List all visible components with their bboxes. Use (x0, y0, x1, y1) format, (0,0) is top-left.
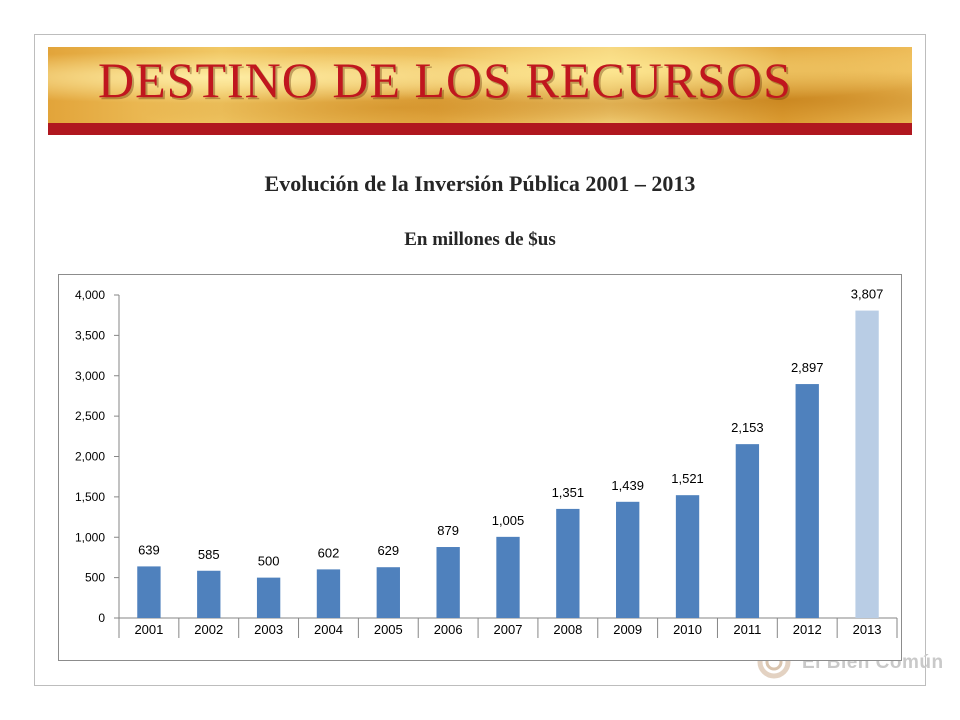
y-tick-label: 1,000 (75, 530, 105, 544)
x-tick-label: 2007 (494, 622, 523, 637)
y-tick-label: 500 (85, 571, 105, 585)
y-tick-label: 2,500 (75, 409, 105, 423)
bar-2007 (496, 536, 520, 618)
data-label-2012: 2,897 (791, 360, 824, 375)
title-banner-bar (48, 123, 912, 135)
data-label-2009: 1,439 (611, 478, 644, 493)
data-label-2003: 500 (258, 554, 280, 569)
x-tick-label: 2013 (853, 622, 882, 637)
x-tick-label: 2001 (134, 622, 163, 637)
x-tick-label: 2011 (733, 622, 761, 637)
x-tick-label: 2005 (374, 622, 403, 637)
title-banner (48, 47, 912, 123)
x-tick-label: 2012 (793, 622, 822, 637)
x-tick-label: 2003 (254, 622, 283, 637)
y-tick-label: 2,000 (75, 450, 105, 464)
x-tick-label: 2010 (673, 622, 702, 637)
x-tick-label: 2002 (194, 622, 223, 637)
data-label-2008: 1,351 (552, 485, 585, 500)
data-label-2004: 602 (318, 545, 340, 560)
bar-2001 (137, 566, 161, 618)
bar-2002 (197, 570, 221, 618)
data-label-2002: 585 (198, 547, 220, 562)
x-tick-label: 2004 (314, 622, 343, 637)
bar-2005 (376, 567, 400, 618)
bar-2006 (436, 547, 460, 618)
bar-2009 (616, 501, 640, 618)
y-tick-label: 4,000 (75, 288, 105, 302)
data-label-2001: 639 (138, 542, 160, 557)
x-tick-label: 2009 (613, 622, 642, 637)
data-label-2006: 879 (437, 523, 459, 538)
bar-2004 (316, 569, 341, 618)
data-label-2011: 2,153 (731, 420, 764, 435)
bar-chart: 0 500 1,000 1,500 2,000 2,500 3,000 3,500 4,000 6… (75, 287, 898, 638)
y-tick-label: 1,500 (75, 490, 105, 504)
bar-2010 (675, 495, 700, 618)
data-label-2007: 1,005 (492, 513, 525, 528)
x-tick-label: 2008 (553, 622, 582, 637)
y-tick-label: 3,000 (75, 369, 105, 383)
bar-2011 (735, 444, 760, 618)
data-label-2013: 3,807 (851, 287, 884, 302)
bar-2013 (855, 310, 879, 618)
y-tick-label: 0 (98, 611, 105, 625)
bar-2003 (256, 577, 281, 618)
bar-2008 (556, 508, 580, 618)
slide-title: DESTINO DE LOS RECURSOS (98, 52, 792, 108)
chart-title: Evolución de la Inversión Pública 2001 –… (264, 171, 696, 196)
data-label-2005: 629 (377, 543, 399, 558)
y-tick-label: 3,500 (75, 328, 105, 342)
bar-2012 (795, 384, 819, 618)
data-label-2010: 1,521 (671, 471, 704, 486)
chart-subtitle: En millones de $us (404, 229, 556, 250)
chart-area: 0 500 1,000 1,500 2,000 2,500 3,000 3,500 4,000 6… (58, 274, 902, 661)
x-tick-label: 2006 (434, 622, 463, 637)
